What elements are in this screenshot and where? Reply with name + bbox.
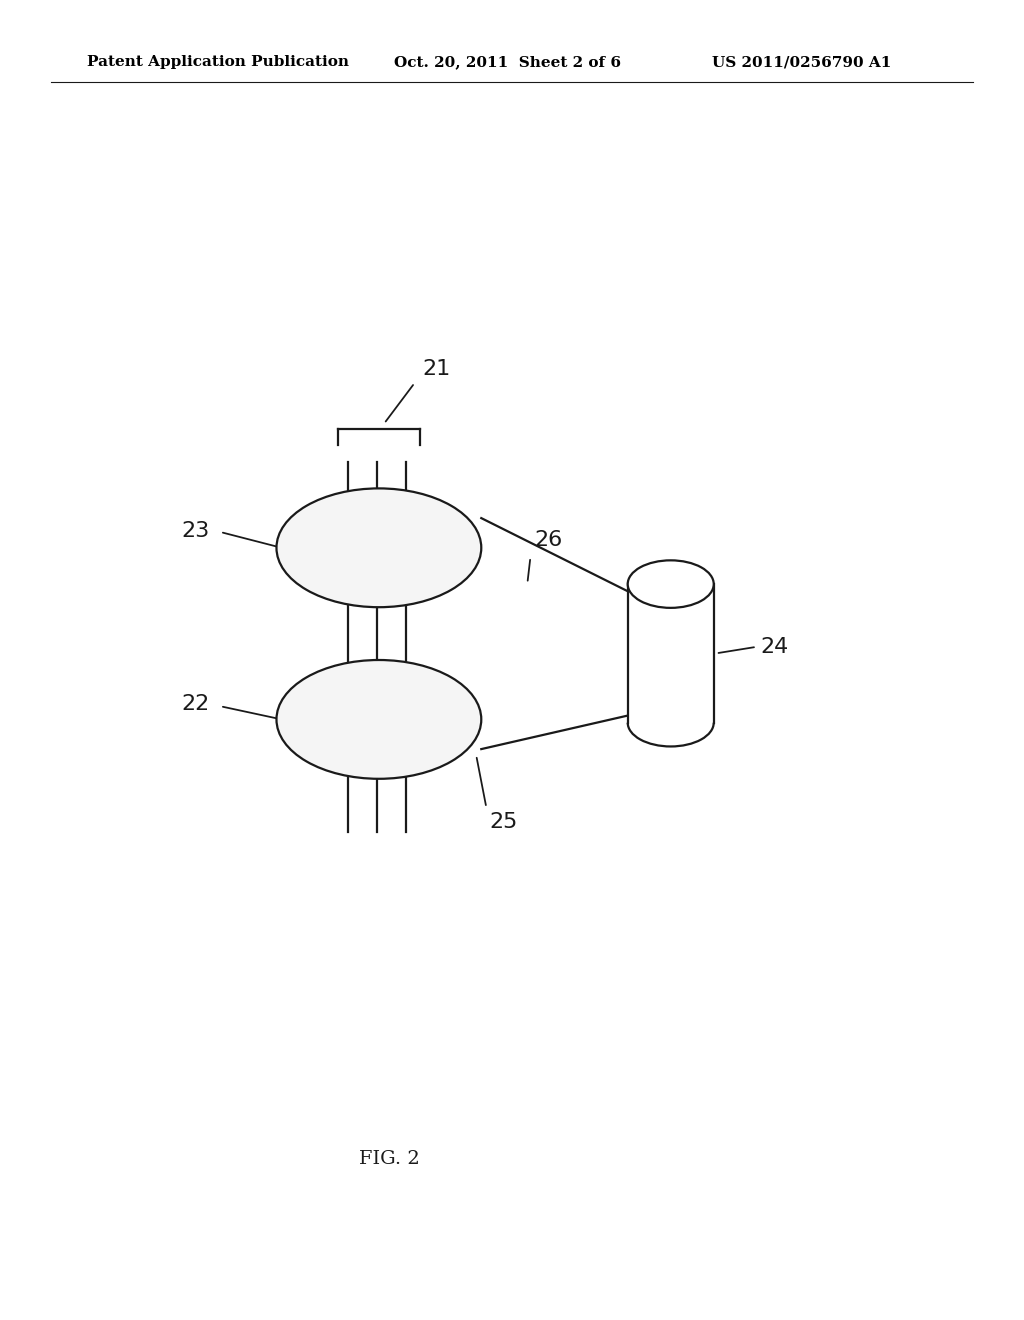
- Text: 22: 22: [181, 693, 210, 714]
- Ellipse shape: [628, 560, 714, 607]
- Text: 24: 24: [761, 636, 790, 657]
- Text: Oct. 20, 2011  Sheet 2 of 6: Oct. 20, 2011 Sheet 2 of 6: [394, 55, 622, 70]
- Ellipse shape: [276, 488, 481, 607]
- Text: 21: 21: [422, 359, 451, 379]
- Text: US 2011/0256790 A1: US 2011/0256790 A1: [712, 55, 891, 70]
- Ellipse shape: [276, 660, 481, 779]
- Text: Patent Application Publication: Patent Application Publication: [87, 55, 349, 70]
- Text: 26: 26: [535, 531, 563, 550]
- Text: 23: 23: [181, 520, 210, 541]
- Text: FIG. 2: FIG. 2: [358, 1150, 420, 1168]
- Text: 25: 25: [489, 812, 518, 832]
